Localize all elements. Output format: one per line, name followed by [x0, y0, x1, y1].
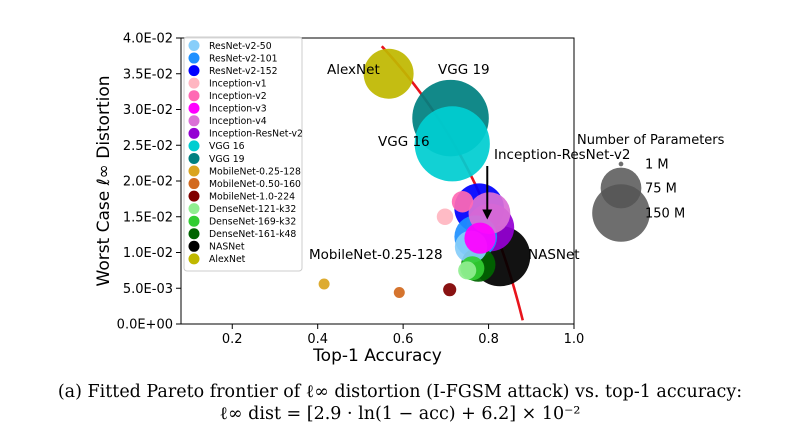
size-legend-marker-150-m [592, 184, 650, 242]
legend-label-nasnet: NASNet [209, 242, 245, 253]
y-tick-label: 3.5E-02 [123, 67, 173, 82]
legend-marker-vgg-19 [188, 152, 200, 164]
size-legend-marker-1-m [618, 161, 624, 167]
caption-line-2: ℓ∞ dist = [2.9 · ln(1 − acc) + 6.2] × 10… [219, 404, 581, 424]
legend-label-resnet-v2-50: ResNet-v2-50 [209, 41, 272, 52]
annotation-alexnet: AlexNet [327, 62, 380, 78]
point-mobilenet-1-0-224 [443, 283, 457, 297]
x-tick-label: 0.6 [393, 332, 414, 347]
point-densenet-121-k32 [458, 261, 477, 280]
legend-marker-mobilenet-1-0-224 [188, 190, 200, 202]
legend-label-inception-v2: Inception-v2 [209, 91, 267, 102]
y-axis-label: Worst Case ℓ∞ Distortion [94, 75, 114, 286]
legend-marker-inception-resnet-v2 [188, 127, 200, 139]
legend-marker-densenet-121-k32 [188, 203, 200, 215]
legend-marker-inception-v2 [188, 90, 200, 102]
legend-marker-resnet-v2-101 [188, 52, 200, 64]
y-tick-label: 3.0E-02 [123, 103, 173, 118]
legend-label-inception-v3: Inception-v3 [209, 104, 267, 115]
point-inception-v1 [436, 208, 454, 225]
legend-marker-alexnet [188, 253, 200, 265]
legend-label-vgg-16: VGG 16 [209, 141, 245, 152]
y-tick-label: 0.0E+00 [117, 318, 173, 333]
point-mobilenet-0-50-160 [393, 287, 405, 299]
size-legend-label-150-m: 150 M [645, 207, 685, 222]
legend-label-inception-v4: Inception-v4 [209, 116, 267, 127]
legend-label-resnet-v2-101: ResNet-v2-101 [209, 53, 278, 64]
legend-label-densenet-169-k32: DenseNet-169-k32 [209, 217, 296, 228]
x-tick-label: 0.8 [478, 332, 499, 347]
annotation-vgg-16: VGG 16 [378, 134, 430, 150]
figure-caption: (a) Fitted Pareto frontier of ℓ∞ distort… [0, 381, 800, 425]
x-axis-label: Top-1 Accuracy [312, 346, 442, 366]
x-tick-label: 0.4 [307, 332, 328, 347]
point-inception-v2 [451, 191, 474, 213]
legend-marker-resnet-v2-50 [188, 40, 200, 51]
point-vgg-16 [414, 106, 490, 182]
annotation-vgg-19: VGG 19 [438, 62, 490, 78]
y-tick-label: 4.0E-02 [123, 32, 173, 47]
y-tick-label: 1.0E-02 [123, 246, 173, 261]
size-legend-title: Number of Parameters [577, 133, 725, 148]
legend-box [183, 36, 303, 272]
legend-label-resnet-v2-152: ResNet-v2-152 [209, 66, 278, 77]
size-legend-label-75-m: 75 M [645, 182, 677, 197]
size-legend-label-1-m: 1 M [645, 158, 669, 173]
legend-label-alexnet: AlexNet [209, 254, 246, 265]
legend-marker-vgg-16 [188, 140, 200, 152]
legend-marker-inception-v1 [188, 77, 200, 89]
legend-label-densenet-161-k48: DenseNet-161-k48 [209, 229, 296, 240]
y-tick-label: 5.0E-03 [123, 282, 173, 297]
caption-line-1: (a) Fitted Pareto frontier of ℓ∞ distort… [57, 382, 743, 402]
legend-label-mobilenet-0-50-160: MobileNet-0.50-160 [209, 179, 301, 190]
legend-label-mobilenet-1-0-224: MobileNet-1.0-224 [209, 191, 295, 202]
point-inception-v3 [464, 222, 496, 254]
x-tick-label: 0.2 [222, 332, 243, 347]
legend-label-densenet-121-k32: DenseNet-121-k32 [209, 204, 296, 215]
legend-marker-mobilenet-0-50-160 [188, 178, 200, 190]
legend-label-vgg-19: VGG 19 [209, 154, 245, 165]
legend-label-mobilenet-0-25-128: MobileNet-0.25-128 [209, 166, 301, 177]
x-tick-label: 1.0 [564, 332, 585, 347]
legend-marker-densenet-161-k48 [188, 228, 200, 240]
legend-label-inception-v1: Inception-v1 [209, 78, 267, 89]
annotation-arrow-head [482, 209, 493, 220]
legend-marker-resnet-v2-152 [188, 65, 200, 77]
annotation-nasnet: NASNet [528, 247, 580, 263]
point-mobilenet-0-25-128 [318, 278, 330, 290]
legend-label-inception-resnet-v2: Inception-ResNet-v2 [209, 129, 303, 140]
y-tick-label: 2.0E-02 [123, 175, 173, 190]
annotation-inception-resnet-v2: Inception-ResNet-v2 [494, 147, 630, 163]
legend-marker-nasnet [188, 240, 200, 252]
y-tick-label: 1.5E-02 [123, 210, 173, 225]
legend-marker-mobilenet-0-25-128 [188, 165, 200, 177]
legend-marker-densenet-169-k32 [188, 215, 200, 227]
legend-marker-inception-v3 [188, 102, 200, 114]
annotation-mobilenet-0-25-128: MobileNet-0.25-128 [309, 247, 443, 263]
point-alexnet [363, 48, 414, 99]
legend-marker-inception-v4 [188, 115, 200, 127]
y-tick-label: 2.5E-02 [123, 139, 173, 154]
